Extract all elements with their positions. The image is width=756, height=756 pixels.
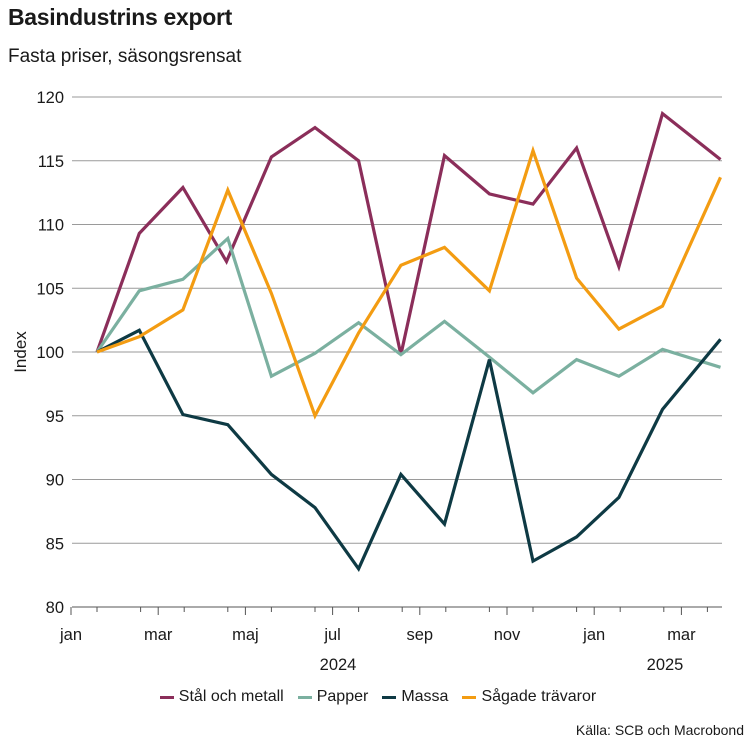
- legend-swatch-massa: [382, 695, 397, 699]
- y-tick-label-110: 110: [38, 217, 64, 235]
- chart-subtitle: Fasta priser, säsongsrensat: [8, 46, 242, 67]
- y-tick-label-90: 90: [46, 472, 64, 490]
- series-line-3: [96, 145, 722, 420]
- x-tick-label-4: maj: [232, 626, 259, 644]
- legend-item-stal: Stål och metall: [159, 688, 284, 706]
- legend-item-papper: Papper: [297, 688, 369, 706]
- legend-label-papper: Papper: [316, 688, 369, 705]
- chart-title: Basindustrins export: [8, 4, 233, 30]
- series-line-0: [95, 110, 722, 355]
- source-note: Källa: SCB och Macrobond: [575, 722, 744, 738]
- series-line-2: [96, 328, 722, 573]
- x-tick-label-14: mar: [667, 626, 696, 644]
- x-tick-label-6: jul: [323, 626, 341, 644]
- y-axis-title: Index: [11, 331, 30, 373]
- x-tick-label-8: sep: [406, 626, 433, 644]
- legend-item-sagade: Sågade trävaror: [462, 688, 596, 706]
- x-tick-label-2: mar: [144, 626, 173, 644]
- y-tick-label-80: 80: [46, 599, 64, 617]
- legend-label-sagade: Sågade trävaror: [481, 688, 597, 705]
- x-tick-label-10: nov: [494, 626, 521, 644]
- x-tick-label-12: jan: [582, 626, 605, 644]
- legend-label-stal: Stål och metall: [178, 688, 284, 705]
- legend-swatch-sagade: [462, 695, 477, 699]
- y-tick-label-95: 95: [46, 408, 64, 426]
- legend-label-massa: Massa: [401, 688, 449, 705]
- y-tick-label-105: 105: [36, 280, 64, 298]
- legend-swatch-stal: [159, 695, 174, 699]
- x-year-label-2025: 2025: [647, 656, 684, 674]
- y-tick-label-100: 100: [36, 344, 64, 362]
- x-tick-label-0: jan: [59, 626, 82, 644]
- legend-item-massa: Massa: [382, 688, 448, 706]
- legend: Stål och metall Papper Massa Sågade träv…: [0, 688, 756, 706]
- y-tick-label-120: 120: [36, 89, 64, 107]
- x-year-label-2024: 2024: [320, 656, 357, 674]
- legend-swatch-papper: [297, 695, 312, 699]
- y-tick-label-85: 85: [46, 535, 64, 553]
- y-tick-label-115: 115: [38, 153, 64, 171]
